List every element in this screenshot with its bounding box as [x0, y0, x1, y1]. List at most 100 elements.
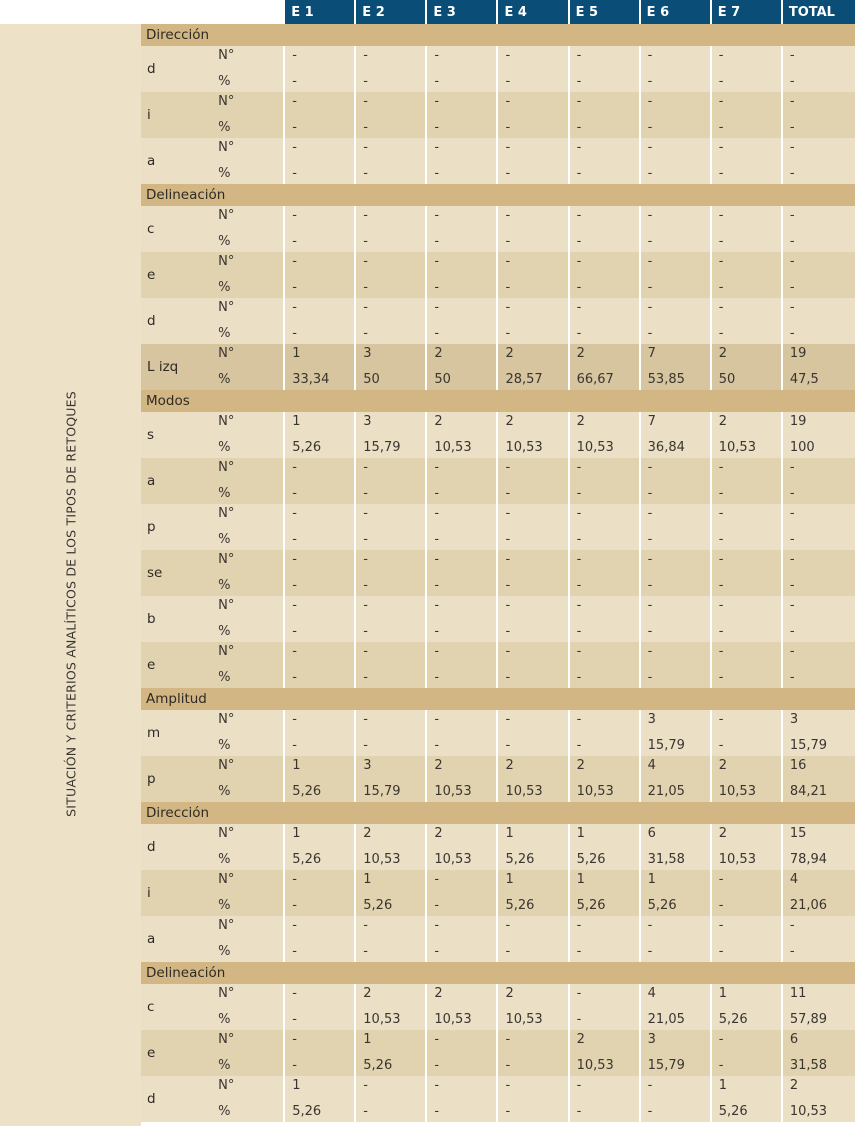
value-cell: -- — [425, 298, 498, 344]
value-cell: 2 50 — [425, 344, 498, 390]
count-value: 4 — [647, 986, 656, 1001]
total-cell: 4 21,06 — [780, 870, 855, 916]
percent-value: 50 — [718, 372, 736, 387]
percent-value: - — [718, 532, 724, 547]
section-title: Delineación — [141, 962, 855, 984]
count-value: - — [434, 918, 440, 933]
row-label: p — [141, 504, 214, 550]
count-value: 1 — [363, 1032, 372, 1047]
percent-value: - — [363, 624, 368, 639]
header-e1: E 1 — [283, 0, 356, 24]
stat-labels: N°% — [213, 1076, 285, 1122]
percent-value: - — [576, 74, 582, 89]
value-cell: -- — [354, 206, 427, 252]
table-row: i N°% - -1 5,26- -1 5,26 1 5,26 1 5,26- -4 21,06 — [141, 870, 855, 916]
percent-value: 10,53 — [434, 1012, 472, 1027]
percent-value: - — [292, 326, 297, 341]
stat-label-n: N° — [218, 918, 235, 933]
count-value: - — [647, 254, 653, 269]
row-label: L izq — [141, 344, 214, 390]
table-row: c N°% - -2 10,53 2 10,53 2 10,53- -4 21,05 1 5,26 11 5… — [141, 984, 855, 1030]
percent-value: - — [363, 1104, 368, 1119]
percent-value: 5,26 — [292, 1104, 322, 1119]
section-title: Modos — [141, 390, 855, 412]
count-value: 2 — [718, 346, 728, 361]
percent-value: - — [718, 578, 724, 593]
stat-label-pct: % — [218, 486, 231, 501]
count-value: - — [292, 872, 297, 887]
count-value: - — [292, 552, 297, 567]
value-cell: 1 5,26 — [283, 824, 356, 870]
count-value: - — [434, 644, 440, 659]
total-cell: -- — [780, 596, 855, 642]
percent-value: - — [434, 738, 440, 753]
value-cell: -- — [709, 710, 782, 756]
percent-value: - — [718, 486, 724, 501]
count-value: - — [718, 552, 724, 567]
count-value: - — [363, 712, 368, 727]
value-cell: -- — [496, 252, 569, 298]
value-cell: -- — [567, 916, 640, 962]
value-cell: -- — [425, 642, 498, 688]
count-value: - — [505, 1032, 511, 1047]
stat-labels: N°% — [213, 870, 285, 916]
value-cell: -- — [354, 642, 427, 688]
percent-value: - — [292, 624, 297, 639]
count-value: - — [576, 712, 582, 727]
count-value: 1 — [576, 826, 585, 841]
percent-value: - — [647, 120, 653, 135]
percent-value: - — [363, 738, 368, 753]
stat-label-n: N° — [218, 712, 235, 727]
value-cell: -- — [425, 252, 498, 298]
value-cell: 2 10,53 — [496, 984, 569, 1030]
percent-value: - — [789, 624, 795, 639]
section-row: Dirección — [141, 802, 855, 824]
percent-value: - — [789, 120, 795, 135]
value-cell: -- — [638, 504, 711, 550]
value-cell: -- — [638, 550, 711, 596]
percent-value: 10,53 — [505, 1012, 543, 1027]
header-e3: E 3 — [425, 0, 498, 24]
count-value: 15 — [789, 826, 807, 841]
row-label: i — [141, 870, 214, 916]
count-value: - — [718, 644, 724, 659]
count-value: - — [434, 208, 440, 223]
count-value: - — [789, 918, 795, 933]
total-cell: -- — [780, 642, 855, 688]
value-cell: -- — [638, 206, 711, 252]
percent-value: - — [434, 670, 440, 685]
stat-label-n: N° — [218, 506, 235, 521]
percent-value: 10,53 — [505, 440, 543, 455]
header-e4: E 4 — [496, 0, 569, 24]
count-value: - — [292, 460, 297, 475]
percent-value: 66,67 — [576, 372, 614, 387]
count-value: 1 — [292, 826, 301, 841]
percent-value: - — [363, 486, 368, 501]
value-cell: -- — [567, 550, 640, 596]
value-cell: -- — [283, 1030, 356, 1076]
value-cell: -- — [283, 916, 356, 962]
count-value: 2 — [363, 826, 372, 841]
percent-value: 10,53 — [576, 440, 614, 455]
value-cell: 4 21,05 — [638, 984, 711, 1030]
value-cell: -- — [709, 92, 782, 138]
count-value: 1 — [647, 872, 656, 887]
count-value: - — [363, 552, 368, 567]
value-cell: 3 15,79 — [354, 412, 427, 458]
stat-label-pct: % — [218, 784, 231, 799]
percent-value: - — [363, 120, 368, 135]
stat-labels: N°% — [213, 642, 285, 688]
percent-value: - — [647, 280, 653, 295]
stat-label-pct: % — [218, 624, 231, 639]
stat-labels: N°% — [213, 412, 285, 458]
count-value: 6 — [789, 1032, 799, 1047]
count-value: - — [505, 552, 511, 567]
stat-labels: N°% — [213, 916, 285, 962]
count-value: - — [505, 644, 511, 659]
value-cell: -- — [496, 504, 569, 550]
count-value: - — [789, 254, 795, 269]
percent-value: - — [292, 578, 297, 593]
percent-value: - — [718, 738, 724, 753]
percent-value: - — [434, 280, 440, 295]
percent-value: 5,26 — [576, 852, 606, 867]
